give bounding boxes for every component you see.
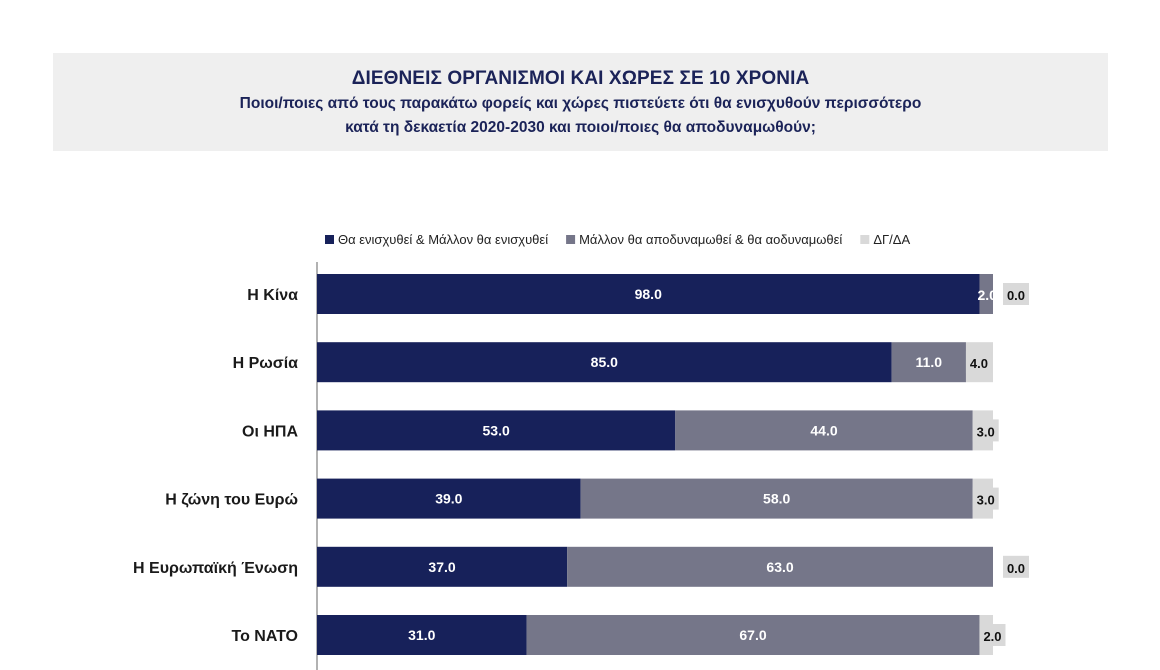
data-label: 37.0 xyxy=(428,559,455,575)
bar-segment-series-1 xyxy=(317,546,568,587)
bar-segment-series-1 xyxy=(317,342,892,383)
bar-segment-series-2 xyxy=(675,410,973,451)
chart-subtitle-line-2: κατά τη δεκαετία 2020-2030 και ποιοι/ποι… xyxy=(345,119,816,136)
data-label: 98.0 xyxy=(635,286,662,302)
bar-segment-series-1 xyxy=(317,410,676,451)
category-label: Το ΝΑΤΟ xyxy=(231,628,298,645)
data-label: 3.0 xyxy=(977,424,995,439)
category-label: Οι ΗΠΑ xyxy=(242,423,298,440)
data-label: 67.0 xyxy=(739,627,766,643)
data-label: 4.0 xyxy=(970,356,988,371)
chart-header: ΔΙΕΘΝΕΙΣ ΟΡΓΑΝΙΣΜΟΙ ΚΑΙ ΧΩΡΕΣ ΣΕ 10 ΧΡΟΝ… xyxy=(53,53,1108,151)
legend-swatch-3 xyxy=(860,235,870,244)
data-label-bg xyxy=(979,624,1006,646)
bar-segment-series-1 xyxy=(317,274,980,314)
bar-segment-series-2 xyxy=(891,342,966,383)
data-label: 2.0 xyxy=(983,629,1001,644)
chart-title: ΔΙΕΘΝΕΙΣ ΟΡΓΑΝΙΣΜΟΙ ΚΑΙ ΧΩΡΕΣ ΣΕ 10 ΧΡΟΝ… xyxy=(351,68,810,89)
data-label: 44.0 xyxy=(810,422,837,438)
bar-segment-series-2 xyxy=(526,615,980,655)
bar-segment-series-2 xyxy=(567,546,993,587)
legend-label-2: Μάλλον θα αποδυναμωθεί & θα αοδυναμωθεί xyxy=(579,232,842,247)
data-label: 2.0 xyxy=(978,287,998,303)
legend-swatch-1 xyxy=(325,235,334,244)
data-label: 85.0 xyxy=(591,354,618,370)
data-label: 63.0 xyxy=(766,559,793,575)
category-label: Η Κίνα xyxy=(247,287,298,304)
data-label: 0.0 xyxy=(1007,288,1025,303)
data-label: 53.0 xyxy=(483,422,510,438)
bar-segment-series-2 xyxy=(979,274,993,314)
category-label: Η ζώνη του Ευρώ xyxy=(165,492,298,509)
category-label: Η Ευρωπαϊκή Ένωση xyxy=(133,560,298,577)
data-label: 0.0 xyxy=(1007,561,1025,576)
data-label: 3.0 xyxy=(977,493,995,508)
chart-subtitle-line-1: Ποιοι/ποιες από τους παρακάτω φορείς και… xyxy=(239,95,922,112)
legend-label-3: ΔΓ/ΔΑ xyxy=(873,232,910,247)
bar-segment-series-1 xyxy=(317,478,581,519)
data-label-bg xyxy=(1003,283,1029,305)
legend-swatch-2 xyxy=(566,235,576,244)
legend-label-1: Θα ενισχυθεί & Μάλλον θα ενισχυθεί xyxy=(338,232,548,247)
data-label-bg xyxy=(965,351,992,374)
bar-segment-series-2 xyxy=(580,478,973,519)
category-label: Η Ρωσία xyxy=(233,355,299,372)
data-label: 39.0 xyxy=(435,491,462,507)
data-label: 58.0 xyxy=(763,491,790,507)
bar-segment-series-1 xyxy=(317,615,527,655)
data-label-bg xyxy=(972,487,999,510)
data-label: 11.0 xyxy=(916,354,943,370)
data-label-bg xyxy=(1003,555,1029,578)
data-label-bg xyxy=(972,419,999,442)
data-label: 31.0 xyxy=(408,627,435,643)
